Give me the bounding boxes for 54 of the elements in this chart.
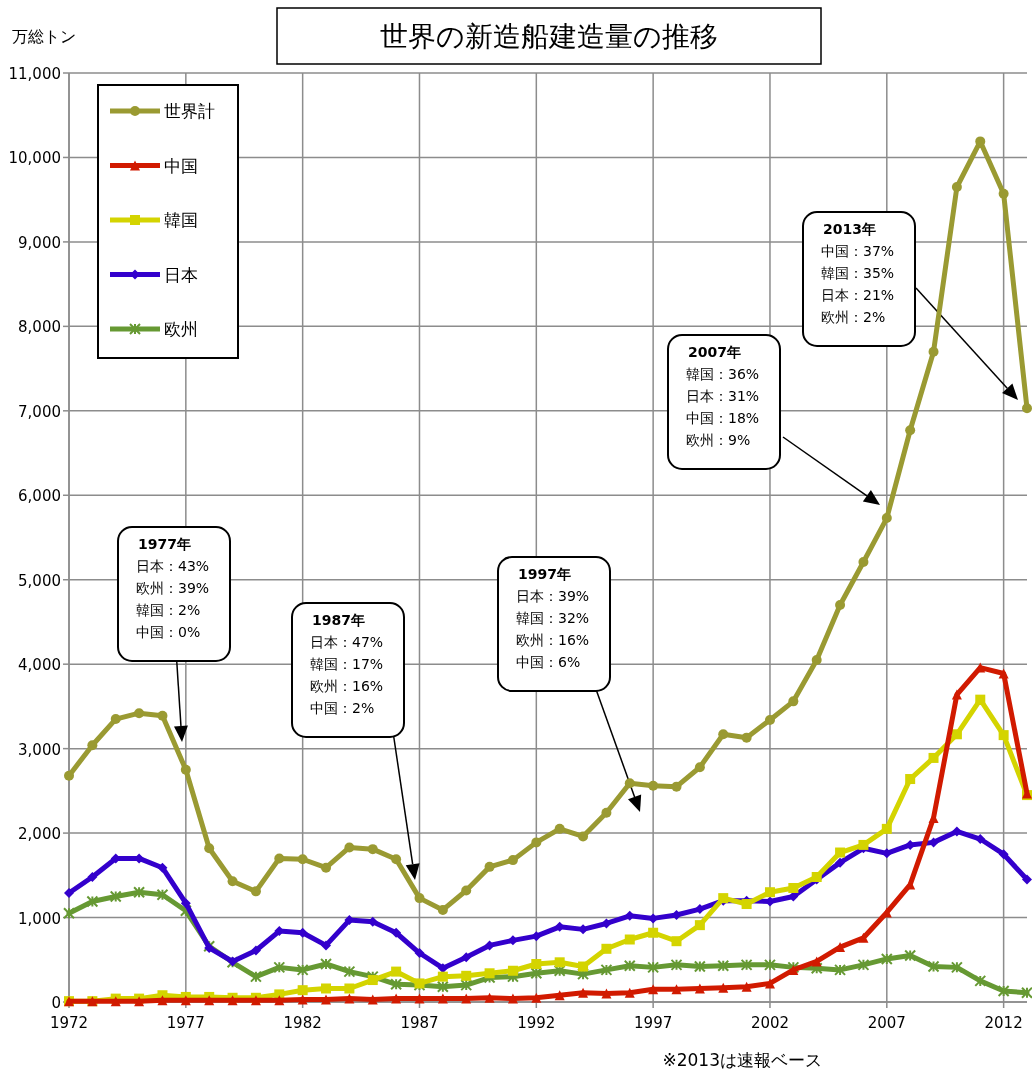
legend-label: 欧州 (164, 319, 198, 339)
y-tick-label: 1,000 (18, 909, 61, 928)
annotation: 日本：39% (516, 588, 590, 604)
annotation: 中国：37% (821, 243, 895, 259)
x-tick-label: 1997 (634, 1014, 673, 1032)
annotation: 日本：21% (821, 287, 895, 303)
y-tick-label: 7,000 (18, 402, 61, 421)
annotation: 欧州：39% (136, 580, 210, 596)
y-tick-label: 2,000 (18, 825, 61, 844)
annotation: 日本：31% (686, 388, 760, 404)
annotation: 1977年 (138, 536, 191, 552)
y-axis-title: 万総トン (12, 27, 76, 46)
annotation: 中国：2% (310, 700, 375, 716)
annotation: 韓国：36% (686, 366, 760, 382)
annotation: 2007年 (688, 344, 741, 360)
x-tick-label: 1972 (49, 1014, 89, 1032)
x-tick-label: 1992 (517, 1014, 556, 1032)
y-tick-label: 10,000 (8, 149, 61, 168)
x-tick-label: 2007 (867, 1014, 906, 1032)
annotation: 欧州：2% (821, 309, 886, 325)
annotation: 欧州：16% (516, 632, 590, 648)
annotation: 中国：0% (136, 624, 201, 640)
x-tick-label: 1987 (400, 1014, 439, 1032)
x-tick-label: 1982 (283, 1014, 322, 1032)
annotation: 1987年 (312, 612, 365, 628)
annotation: 韓国：2% (136, 602, 201, 618)
text: ※2013は速報ベース (662, 1050, 822, 1070)
annotation: 欧州：16% (310, 678, 384, 694)
x-tick-label: 1977 (166, 1014, 205, 1032)
x-tick-label: 2012 (984, 1014, 1023, 1032)
annotation: 韓国：32% (516, 610, 590, 626)
y-tick-label: 6,000 (18, 487, 61, 506)
y-tick-label: 0 (51, 994, 61, 1012)
annotation: 1997年 (518, 566, 571, 582)
y-tick-label: 4,000 (18, 656, 61, 675)
y-tick-label: 5,000 (18, 571, 61, 590)
annotation: 韓国：17% (310, 656, 384, 672)
y-tick-label: 11,000 (8, 65, 61, 83)
y-tick-label: 3,000 (18, 740, 61, 759)
y-tick-label: 8,000 (18, 318, 61, 337)
chart-title: 世界の新造船建造量の推移 (380, 20, 718, 53)
y-tick-label: 9,000 (18, 233, 61, 252)
annotation: 日本：47% (310, 634, 384, 650)
annotation: 欧州：9% (686, 432, 751, 448)
legend-label: 日本 (164, 264, 198, 285)
annotation: 中国：6% (516, 654, 581, 670)
annotation: 2013年 (823, 221, 876, 237)
legend-label: 韓国 (164, 210, 198, 230)
annotation: 韓国：35% (821, 265, 895, 281)
annotation: 日本：43% (136, 558, 210, 574)
legend-label: 世界計 (164, 101, 215, 121)
annotation: 中国：18% (686, 410, 760, 426)
legend-label: 中国 (164, 155, 198, 176)
x-tick-label: 2002 (750, 1014, 790, 1032)
